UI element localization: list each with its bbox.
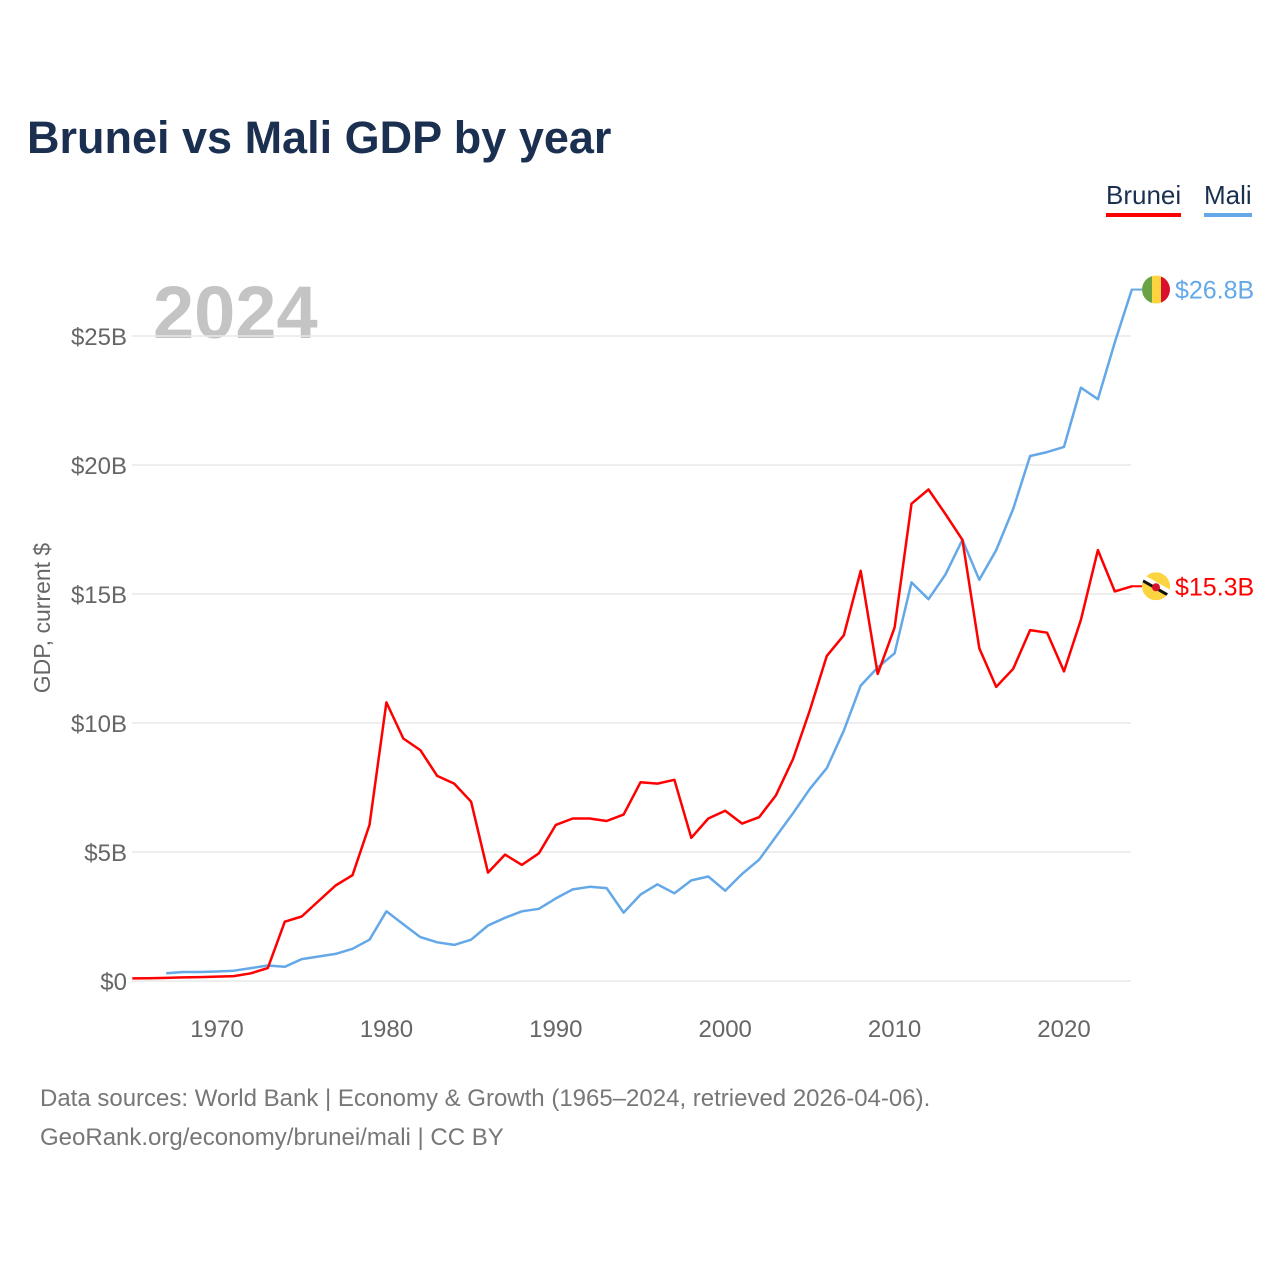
- legend-brunei[interactable]: Brunei: [1106, 180, 1182, 217]
- footer-credit[interactable]: GeoRank.org/economy/brunei/mali | CC BY: [40, 1124, 504, 1151]
- end-value-label-brunei: $15.3B: [1175, 573, 1254, 601]
- x-tick-label: 2000: [699, 1016, 752, 1043]
- chart-title: Brunei vs Mali GDP by year: [27, 112, 612, 163]
- series-line-brunei: [132, 488, 1133, 980]
- x-tick-label: 1990: [529, 1016, 582, 1043]
- y-tick-label: $5B: [84, 840, 127, 867]
- mali-flag-icon: [1142, 275, 1170, 304]
- footer-sources: Data sources: World Bank | Economy & Gro…: [40, 1085, 931, 1112]
- x-tick-label: 1980: [360, 1016, 413, 1043]
- y-tick-label: $10B: [71, 711, 127, 738]
- brunei-flag-icon: [1142, 572, 1170, 601]
- year-label: 2024: [153, 271, 318, 354]
- y-tick-label: $25B: [71, 324, 127, 351]
- y-tick-label: $15B: [71, 582, 127, 609]
- y-tick-label: $20B: [71, 453, 127, 480]
- x-tick-label: 2010: [868, 1016, 921, 1043]
- x-tick-label: 1970: [190, 1016, 243, 1043]
- y-tick-label: $0: [100, 969, 127, 996]
- legend-mali[interactable]: Mali: [1204, 180, 1252, 217]
- end-value-label-mali: $26.8B: [1175, 277, 1254, 305]
- line-chart: 2024 $0 $5B $10B $15B $20B $25B 1970 1980 1990 200…: [29, 271, 1254, 1043]
- y-axis-label: GDP, current $: [29, 543, 55, 694]
- series-line-mali: [166, 289, 1133, 975]
- x-tick-label: 2020: [1037, 1016, 1090, 1043]
